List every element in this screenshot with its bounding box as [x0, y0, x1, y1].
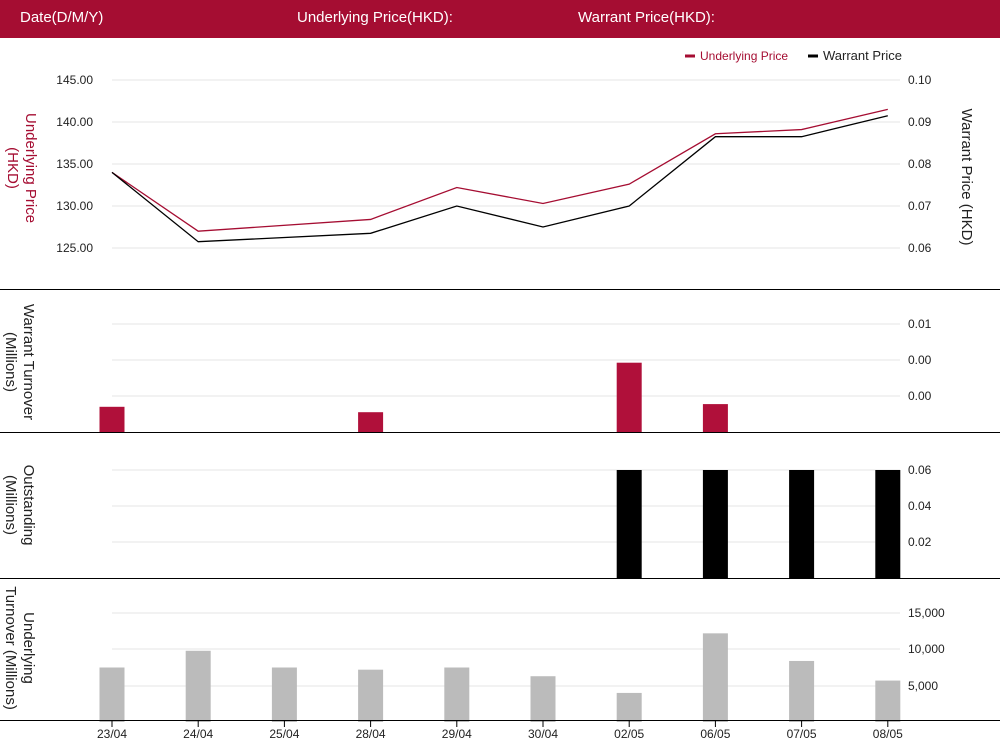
warrant-turnover-tick-label: 0.00 — [908, 389, 932, 403]
outstanding-bar — [875, 470, 901, 578]
warrant-turnover-bar — [99, 406, 125, 432]
x-axis-tick-label: 25/04 — [269, 727, 299, 741]
x-axis-tick-label: 24/04 — [183, 727, 213, 741]
underlying-turnover-bar — [358, 669, 384, 722]
right-axis-tick-label: 0.07 — [908, 199, 932, 213]
underlying-turnover-bar — [271, 667, 297, 722]
underlying-turnover-bar — [530, 676, 556, 722]
x-axis-tick-label: 28/04 — [356, 727, 386, 741]
x-axis-tick-label: 02/05 — [614, 727, 644, 741]
left-axis-title-group: Underlying Price(HKD) — [4, 113, 39, 223]
warrant-price-line — [111, 115, 888, 243]
outstanding-axis-title: Outstanding — [20, 465, 37, 546]
outstanding-bar — [702, 470, 728, 578]
underlying-turnover-tick-label: 15,000 — [908, 606, 945, 620]
underlying-turnover-bar — [444, 667, 470, 722]
header-bar: Date(D/M/Y) Underlying Price(HKD): Warra… — [0, 0, 1000, 38]
outstanding-axis-title-group: Outstanding(Millions) — [2, 465, 37, 546]
left-axis-tick-label: 125.00 — [56, 241, 93, 255]
outstanding-axis-title: (Millions) — [2, 475, 19, 535]
legend-underlying-label: Underlying Price — [700, 49, 788, 63]
underlying-turnover-axis-title: Turnover (Millions) — [2, 586, 19, 710]
right-axis-tick-label: 0.08 — [908, 157, 932, 171]
x-axis-tick-label: 23/04 — [97, 727, 127, 741]
underlying-turnover-bar — [875, 680, 901, 722]
warrant-turnover-bar — [702, 404, 728, 432]
left-axis-tick-label: 145.00 — [56, 73, 93, 87]
underlying-turnover-bar — [789, 660, 815, 722]
left-axis-title: Underlying Price — [22, 113, 39, 223]
x-axis-tick-label: 29/04 — [442, 727, 472, 741]
outstanding-bar — [789, 470, 815, 578]
left-axis-tick-label: 130.00 — [56, 199, 93, 213]
right-axis-tick-label: 0.10 — [908, 73, 932, 87]
warrant-turnover-bar — [616, 362, 642, 432]
right-axis-title: Warrant Price (HKD) — [958, 109, 975, 246]
underlying-turnover-axis-title: Underlying — [20, 612, 37, 684]
underlying-turnover-bar — [616, 692, 642, 722]
warrant-turnover-tick-label: 0.00 — [908, 353, 932, 367]
outstanding-tick-label: 0.04 — [908, 499, 932, 513]
warrant-turnover-axis-title-group: Warrant Turnover(Millions) — [2, 304, 37, 420]
underlying-price-line — [111, 108, 888, 232]
left-axis-tick-label: 140.00 — [56, 115, 93, 129]
right-axis-tick-label: 0.09 — [908, 115, 932, 129]
left-axis-tick-label: 135.00 — [56, 157, 93, 171]
legend-warrant-label: Warrant Price — [823, 48, 902, 63]
warrant-turnover-axis-title: Warrant Turnover — [20, 304, 37, 420]
underlying-turnover-bar — [99, 667, 125, 722]
left-axis-title: (HKD) — [4, 147, 21, 189]
x-axis-tick-label: 07/05 — [787, 727, 817, 741]
outstanding-bar — [616, 470, 642, 578]
warrant-turnover-bar — [358, 412, 384, 432]
underlying-price-label: Underlying Price(HKD): — [297, 9, 453, 26]
right-axis-tick-label: 0.06 — [908, 241, 932, 255]
x-axis-tick-label: 08/05 — [873, 727, 903, 741]
outstanding-tick-label: 0.06 — [908, 463, 932, 477]
x-axis-tick-label: 06/05 — [700, 727, 730, 741]
x-axis-tick-label: 30/04 — [528, 727, 558, 741]
underlying-turnover-tick-label: 10,000 — [908, 642, 945, 656]
warrant-turnover-tick-label: 0.01 — [908, 317, 932, 331]
warrant-turnover-axis-title: (Millions) — [2, 332, 19, 392]
chart-canvas: 125.00 130.00 135.00 140.00 145.00 0.06 0.07 0.… — [0, 48, 1000, 741]
underlying-turnover-bar — [185, 650, 211, 722]
underlying-turnover-tick-label: 5,000 — [908, 679, 938, 693]
outstanding-tick-label: 0.02 — [908, 535, 932, 549]
warrant-price-label: Warrant Price(HKD): — [578, 9, 715, 26]
right-axis-title-group: Warrant Price (HKD) — [958, 109, 975, 246]
underlying-turnover-bar — [702, 633, 728, 722]
date-label: Date(D/M/Y) — [20, 9, 104, 26]
